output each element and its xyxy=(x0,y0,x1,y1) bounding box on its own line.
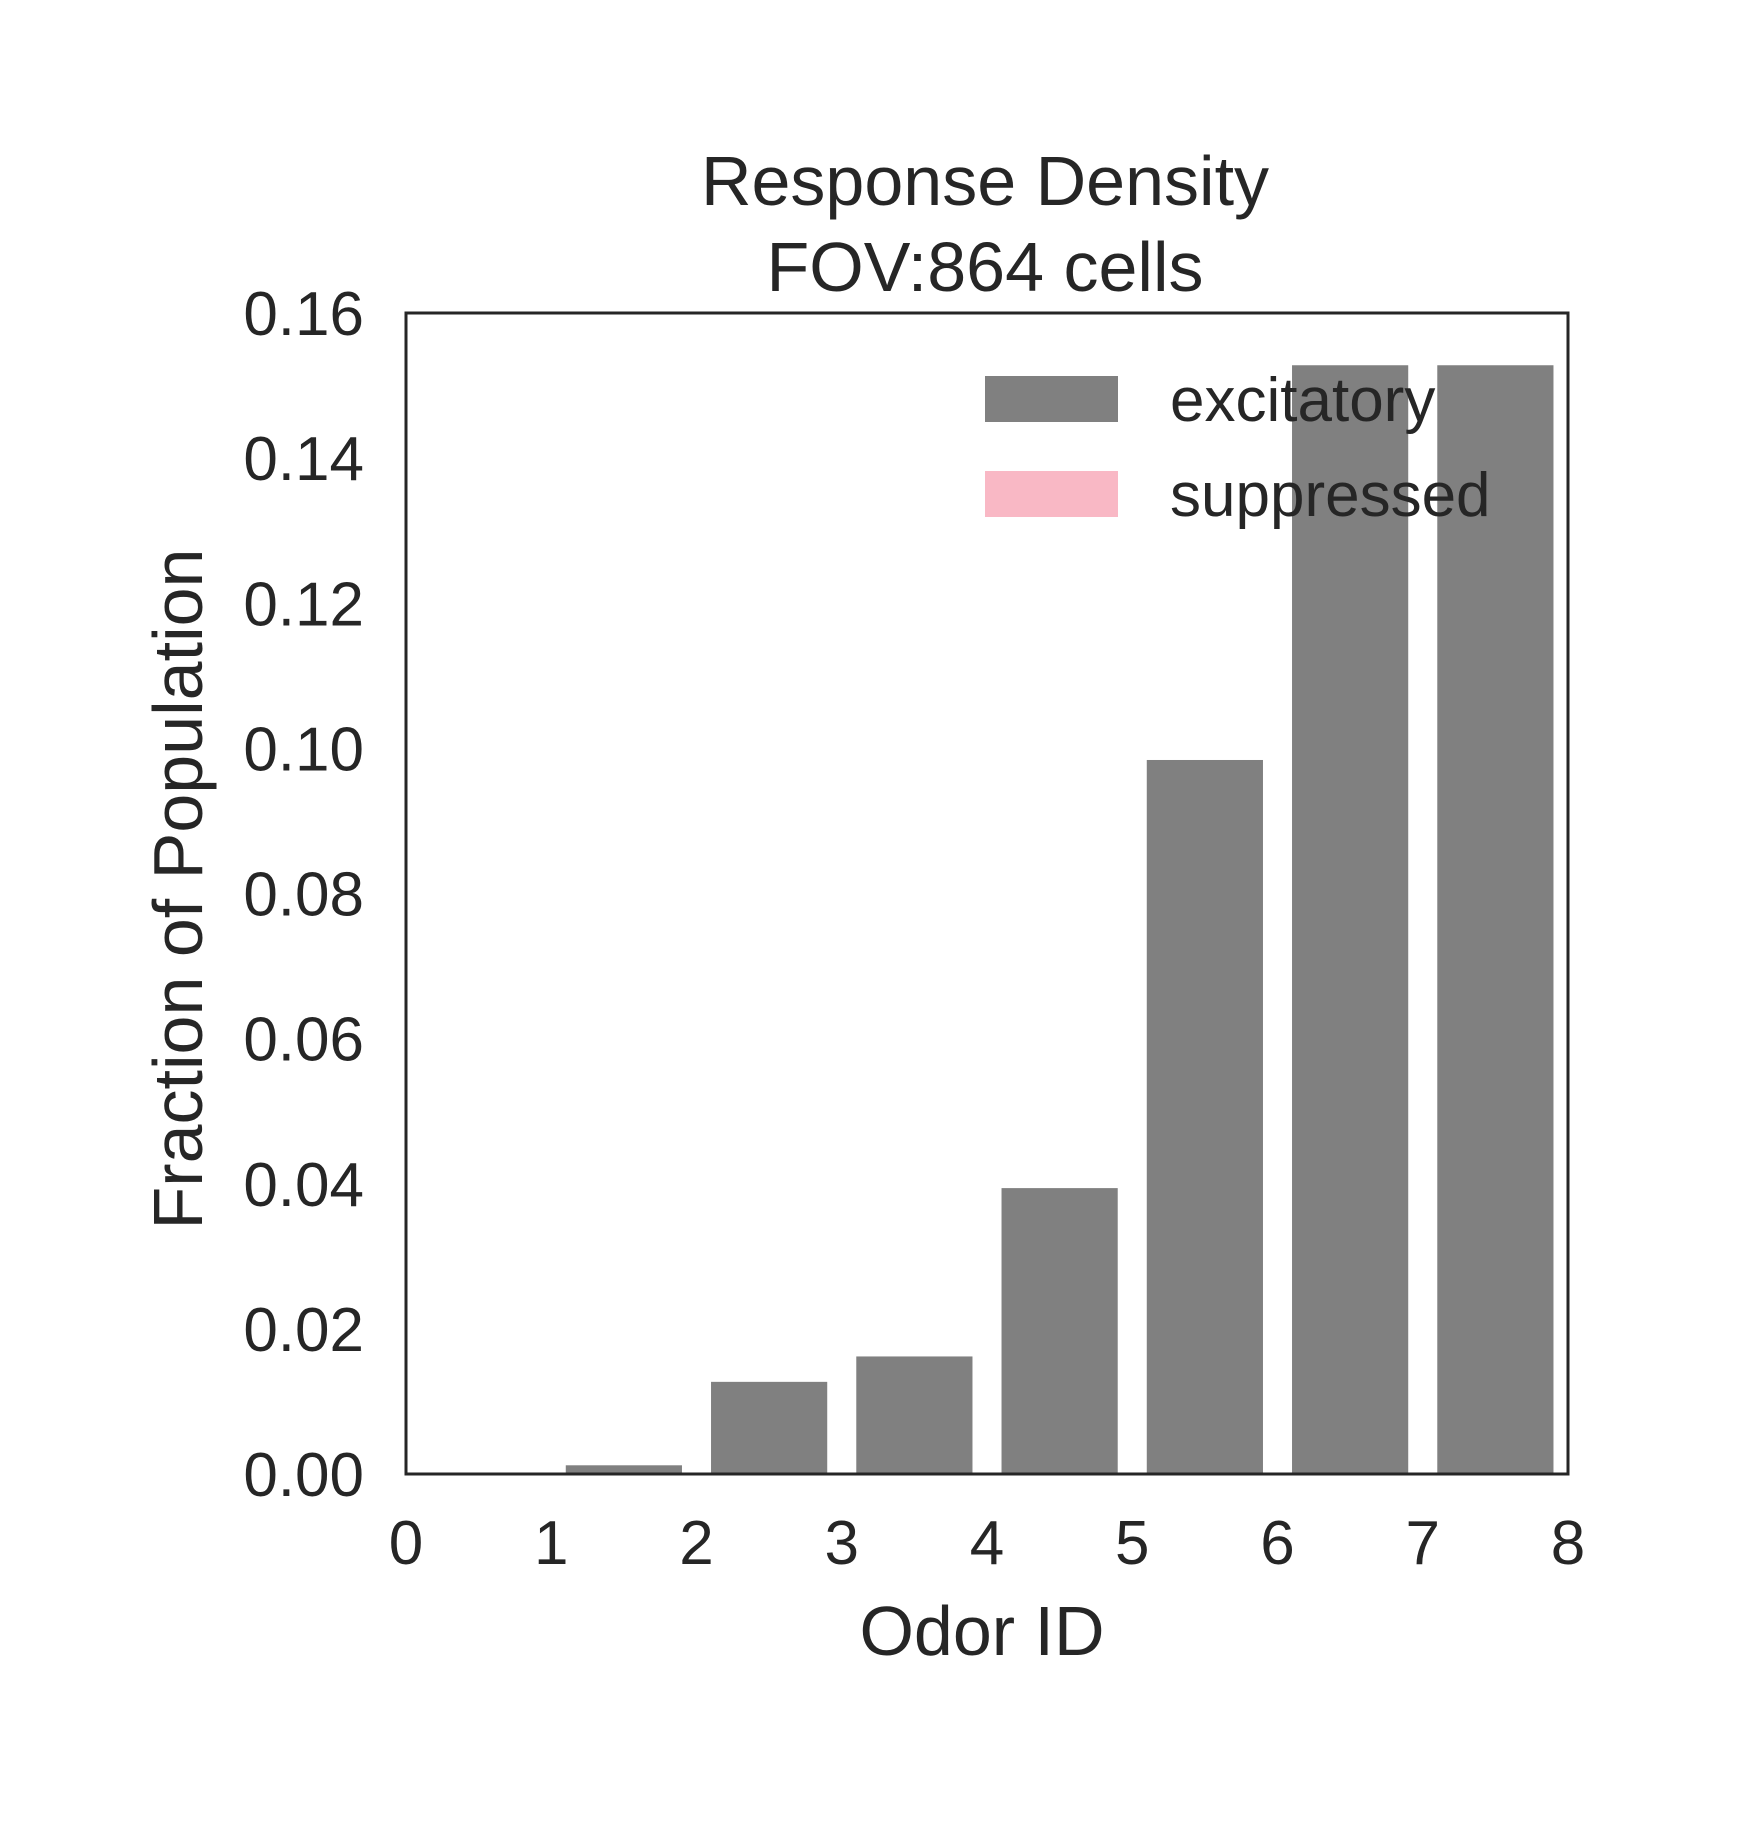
x-tick-label: 0 xyxy=(389,1509,423,1578)
x-tick-label: 4 xyxy=(970,1509,1004,1578)
bar-excitatory-2 xyxy=(711,1381,828,1474)
legend-label-excitatory: excitatory xyxy=(1170,366,1435,435)
legend: excitatory suppressed xyxy=(985,366,1491,530)
y-tick-label: 0.12 xyxy=(243,570,364,639)
y-tick-label: 0.04 xyxy=(243,1151,364,1220)
bar-excitatory-4 xyxy=(1001,1188,1118,1474)
x-tick-label: 7 xyxy=(1406,1509,1440,1578)
x-tick-label: 5 xyxy=(1115,1509,1149,1578)
y-tick-label: 0.10 xyxy=(243,715,364,784)
bar-excitatory-7 xyxy=(1437,365,1554,1474)
legend-label-suppressed: suppressed xyxy=(1170,461,1491,530)
bar-excitatory-5 xyxy=(1146,759,1263,1474)
y-tick-labels: 0.00 0.02 0.04 0.06 0.08 0.10 0.12 0.14 0.16 xyxy=(243,280,364,1510)
y-tick-label: 0.02 xyxy=(243,1296,364,1365)
chart-subtitle: FOV:864 cells xyxy=(766,228,1203,306)
plot-frame xyxy=(404,311,1570,1476)
x-tick-label: 2 xyxy=(679,1509,713,1578)
y-tick-label: 0.00 xyxy=(243,1441,364,1510)
bars-group xyxy=(565,365,1554,1474)
y-tick-label: 0.06 xyxy=(243,1006,364,1075)
y-tick-label: 0.16 xyxy=(243,280,364,349)
legend-swatch-excitatory xyxy=(985,376,1118,422)
legend-swatch-suppressed xyxy=(985,471,1118,517)
x-tick-label: 8 xyxy=(1551,1509,1585,1578)
bar-excitatory-3 xyxy=(856,1356,973,1474)
y-axis-label: Fraction of Population xyxy=(139,549,217,1230)
x-axis-label: Odor ID xyxy=(859,1592,1104,1670)
x-tick-label: 6 xyxy=(1260,1509,1294,1578)
y-tick-label: 0.08 xyxy=(243,861,364,930)
x-tick-label: 1 xyxy=(534,1509,568,1578)
x-tick-labels: 0 1 2 3 4 5 6 7 8 xyxy=(389,1509,1585,1578)
chart-title: Response Density xyxy=(701,142,1269,220)
y-tick-label: 0.14 xyxy=(243,425,364,494)
x-tick-label: 3 xyxy=(825,1509,859,1578)
bar-excitatory-1 xyxy=(565,1465,682,1474)
bar-excitatory-6 xyxy=(1292,365,1409,1474)
